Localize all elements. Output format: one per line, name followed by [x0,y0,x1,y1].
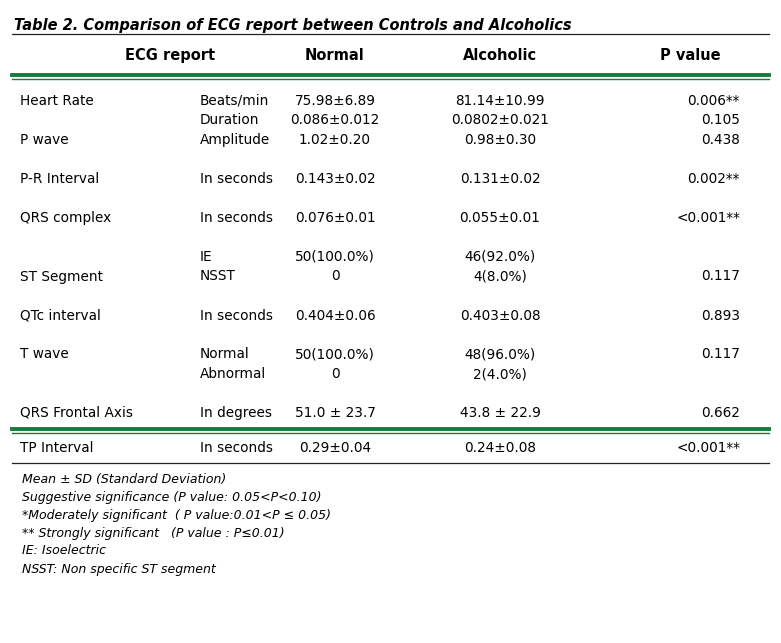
Text: <0.001**: <0.001** [676,211,740,225]
Text: Normal: Normal [305,48,365,63]
Text: 0.117: 0.117 [701,347,740,361]
Text: Mean ± SD (Standard Deviation): Mean ± SD (Standard Deviation) [22,473,226,485]
Text: 4(8.0%): 4(8.0%) [473,269,527,284]
Text: 0: 0 [330,367,339,381]
Text: 43.8 ± 22.9: 43.8 ± 22.9 [459,406,540,420]
Text: 0.105: 0.105 [701,114,740,127]
Text: TP Interval: TP Interval [20,440,94,455]
Text: P wave: P wave [20,133,69,147]
Text: 50(100.0%): 50(100.0%) [295,250,375,264]
Text: 0.403±0.08: 0.403±0.08 [460,309,540,323]
Text: 0.98±0.30: 0.98±0.30 [464,133,536,147]
Text: 51.0 ± 23.7: 51.0 ± 23.7 [294,406,376,420]
Text: 46(92.0%): 46(92.0%) [465,250,536,264]
Text: Duration: Duration [200,114,259,127]
Text: 1.02±0.20: 1.02±0.20 [299,133,371,147]
Text: 0.086±0.012: 0.086±0.012 [291,114,380,127]
Text: Normal: Normal [200,347,250,361]
Text: 0.29±0.04: 0.29±0.04 [299,440,371,455]
Text: NSST: NSST [200,269,236,284]
Text: Abnormal: Abnormal [200,367,266,381]
Text: 50(100.0%): 50(100.0%) [295,347,375,361]
Text: P-R Interval: P-R Interval [20,172,99,186]
Text: IE: IE [200,250,212,264]
Text: 0.117: 0.117 [701,269,740,284]
Text: ST Segment: ST Segment [20,269,103,284]
Text: 0.076±0.01: 0.076±0.01 [294,211,376,225]
Text: T wave: T wave [20,347,69,361]
Text: Beats/min: Beats/min [200,94,269,108]
Text: 0.143±0.02: 0.143±0.02 [294,172,376,186]
Text: Table 2. Comparison of ECG report between Controls and Alcoholics: Table 2. Comparison of ECG report betwee… [14,18,572,33]
Text: 0.131±0.02: 0.131±0.02 [460,172,540,186]
Text: 0: 0 [330,269,339,284]
Text: NSST: Non specific ST segment: NSST: Non specific ST segment [22,563,216,575]
Text: ECG report: ECG report [125,48,215,63]
Text: In degrees: In degrees [200,406,272,420]
Text: In seconds: In seconds [200,172,273,186]
Text: In seconds: In seconds [200,440,273,455]
Text: 0.404±0.06: 0.404±0.06 [294,309,376,323]
Text: <0.001**: <0.001** [676,440,740,455]
Text: ** Strongly significant   (P value : P≤0.01): ** Strongly significant (P value : P≤0.0… [22,527,284,539]
Text: IE: Isoelectric: IE: Isoelectric [22,545,106,557]
Text: Alcoholic: Alcoholic [463,48,537,63]
Text: 48(96.0%): 48(96.0%) [465,347,536,361]
Text: QRS Frontal Axis: QRS Frontal Axis [20,406,133,420]
Text: In seconds: In seconds [200,211,273,225]
Text: In seconds: In seconds [200,309,273,323]
Text: Amplitude: Amplitude [200,133,270,147]
Text: 0.006**: 0.006** [687,94,740,108]
Text: 0.0802±0.021: 0.0802±0.021 [451,114,549,127]
Text: 0.438: 0.438 [701,133,740,147]
Text: *Moderately significant  ( P value:0.01<P ≤ 0.05): *Moderately significant ( P value:0.01<P… [22,509,331,521]
Text: QRS complex: QRS complex [20,211,111,225]
Text: 75.98±6.89: 75.98±6.89 [294,94,376,108]
Text: 0.662: 0.662 [701,406,740,420]
Text: Heart Rate: Heart Rate [20,94,94,108]
Text: 2(4.0%): 2(4.0%) [473,367,527,381]
Text: P value: P value [660,48,720,63]
Text: 0.055±0.01: 0.055±0.01 [459,211,540,225]
Text: 81.14±10.99: 81.14±10.99 [455,94,545,108]
Text: 0.893: 0.893 [701,309,740,323]
Text: QTc interval: QTc interval [20,309,101,323]
Text: Suggestive significance (P value: 0.05<P<0.10): Suggestive significance (P value: 0.05<P… [22,491,322,503]
Text: 0.002**: 0.002** [687,172,740,186]
Text: 0.24±0.08: 0.24±0.08 [464,440,536,455]
